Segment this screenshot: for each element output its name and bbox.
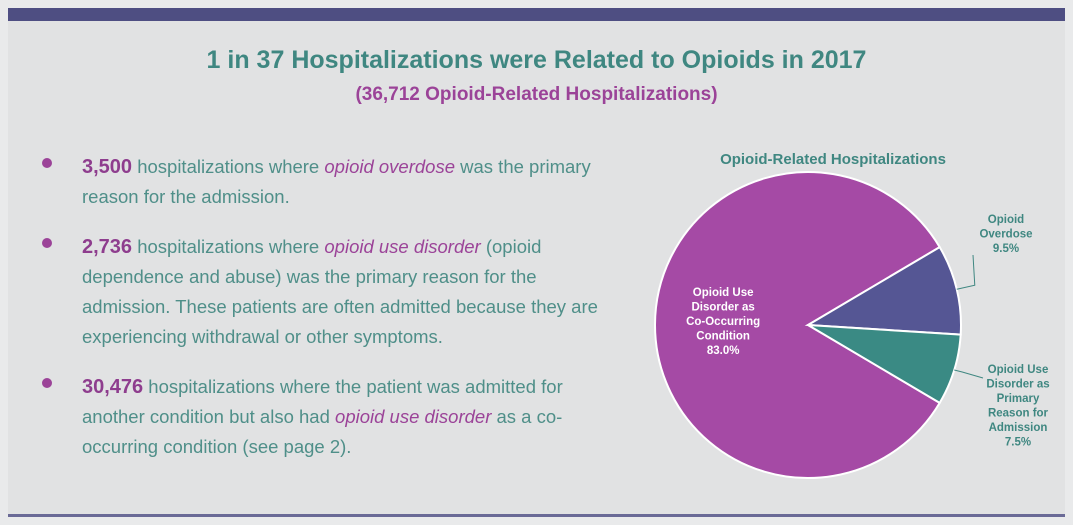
infographic-panel: 1 in 37 Hospitalizations were Related to… xyxy=(8,8,1065,517)
chart-title: Opioid-Related Hospitalizations xyxy=(720,151,946,168)
bullet-emphasis: opioid use disorder xyxy=(324,236,481,257)
bullet-emphasis: opioid overdose xyxy=(324,156,455,177)
bullet-dot xyxy=(42,158,52,168)
page-subtitle: (36,712 Opioid-Related Hospitalizations) xyxy=(355,84,718,105)
slice-label-line: Disorder as xyxy=(691,302,754,314)
pie-chart: Opioid Use Disorder as Co-Occurring Conditi… xyxy=(654,171,1050,479)
slice-label-line: Opioid Use xyxy=(693,287,754,299)
bullet-overdose: 3,500 hospitalizations where opioid over… xyxy=(40,152,600,212)
slice-label: Opioid Use Disorder as Co-Occurring Conditi… xyxy=(686,287,760,357)
slice-label-line: Co-Occurring xyxy=(686,316,760,328)
slice-label-line: Reason for xyxy=(988,408,1049,420)
slice-label: Opioid Use Disorder as Primary Reason for Ad… xyxy=(986,364,1049,449)
slice-label-line: Overdose xyxy=(979,229,1032,241)
slice-label: Opioid Overdose 9.5% xyxy=(979,214,1032,255)
slice-label-line: Opioid Use xyxy=(988,364,1049,376)
bullet-text: was the primary reason for the admission… xyxy=(82,156,591,207)
bullet-use-disorder: 2,736 hospitalizations where opioid use … xyxy=(40,232,600,352)
slice-label-line: Primary xyxy=(997,393,1040,405)
bullet-co-occurring: 30,476 hospitalizations where the patien… xyxy=(40,372,600,462)
bullet-number: 3,500 xyxy=(82,156,133,178)
bullet-dot xyxy=(42,378,52,388)
bullet-list: 3,500 hospitalizations where opioid over… xyxy=(40,152,600,482)
slice-label-line: Condition xyxy=(696,331,750,343)
leader-line xyxy=(956,254,976,290)
bullet-text: as a co-occurring condition (see page 2)… xyxy=(82,406,563,457)
bullet-emphasis: opioid use disorder xyxy=(335,406,492,427)
bullet-number: 30,476 xyxy=(82,376,144,398)
footer-bar xyxy=(8,514,1065,517)
slice-co-occurring xyxy=(654,171,942,479)
slice-label-line: Disorder as xyxy=(986,379,1049,391)
bullet-number: 2,736 xyxy=(82,236,133,258)
slice-label-line: 7.5% xyxy=(1005,437,1031,449)
slice-primary-reason xyxy=(807,324,962,405)
bullet-text: hospitalizations where xyxy=(132,156,325,177)
slice-overdose xyxy=(804,245,962,336)
header-bar xyxy=(8,8,1065,21)
bullet-text: hospitalizations where xyxy=(132,236,325,257)
slice-label-line: 83.0% xyxy=(707,345,740,357)
slice-label-line: 9.5% xyxy=(993,243,1019,255)
slice-label-line: Admission xyxy=(989,422,1048,434)
page-title: 1 in 37 Hospitalizations were Related to… xyxy=(206,46,867,74)
leader-line xyxy=(954,369,984,379)
bullet-text: (opioid dependence and abuse) was the pr… xyxy=(82,236,598,347)
slice-label-line: Opioid xyxy=(988,214,1024,226)
bullet-dot xyxy=(42,238,52,248)
bullet-text: hospitalizations where the patient was a… xyxy=(82,376,563,427)
